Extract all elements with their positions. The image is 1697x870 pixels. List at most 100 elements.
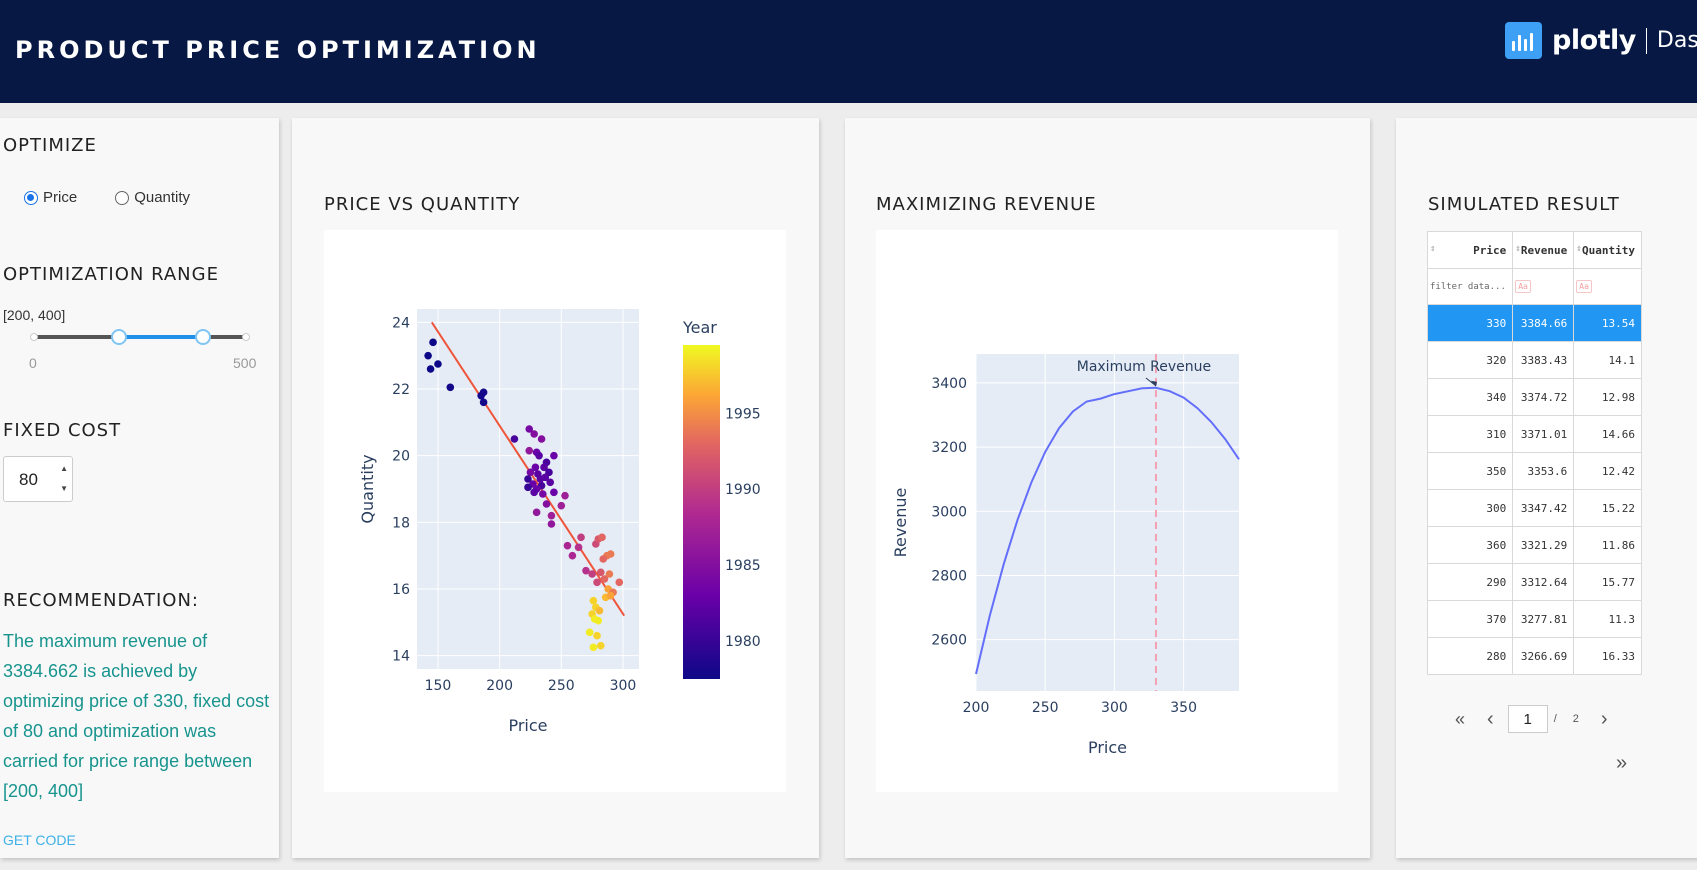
table-cell[interactable]: 3347.42 [1512, 489, 1575, 527]
scatter-point [596, 641, 605, 650]
table-cell[interactable]: 11.86 [1573, 526, 1642, 564]
table-cell[interactable]: 3312.64 [1512, 563, 1575, 601]
sort-icon[interactable]: ⇕ [1576, 243, 1582, 254]
scatter-point [585, 628, 594, 637]
case-toggle[interactable]: Aa [1515, 280, 1531, 293]
table-cell[interactable]: 290 [1426, 563, 1514, 601]
y-tick-label: 22 [392, 382, 410, 398]
scatter-point [546, 478, 554, 487]
radio-quantity-label[interactable]: Quantity [134, 189, 191, 206]
table-row[interactable]: 360 3321.29 11.86 [1426, 526, 1642, 564]
optimize-title: OPTIMIZE [3, 135, 97, 156]
scatter-point [598, 533, 606, 542]
table-cell[interactable]: 360 [1426, 526, 1514, 564]
scatter-point [530, 488, 538, 497]
scatter-point [605, 570, 614, 578]
filter-cell[interactable]: Aa [1573, 268, 1642, 305]
y-tick-label: 3200 [931, 440, 967, 456]
table-cell[interactable]: 15.77 [1573, 563, 1642, 601]
table-row[interactable]: 320 3383.43 14.1 [1426, 341, 1642, 379]
radio-price[interactable] [24, 190, 38, 205]
table-cell[interactable]: 280 [1426, 637, 1514, 675]
table-cell[interactable]: 12.98 [1573, 378, 1642, 416]
table-row[interactable]: 350 3353.6 12.42 [1426, 452, 1642, 490]
scatter-point [434, 360, 442, 368]
fixed-cost-input[interactable]: 80 ▲ ▼ [3, 456, 73, 502]
table-cell[interactable]: 11.3 [1573, 600, 1642, 638]
scatter-point [532, 508, 541, 517]
spin-down-icon[interactable]: ▼ [60, 484, 68, 493]
scatter-point [588, 570, 596, 578]
table-cell[interactable]: 12.42 [1573, 452, 1642, 490]
table-cell[interactable]: 14.66 [1573, 415, 1642, 453]
next-page-button[interactable]: › [1600, 707, 1608, 730]
x-tick-label: 250 [548, 678, 575, 694]
scatter-point [539, 490, 547, 498]
table-cell[interactable]: 15.22 [1573, 489, 1642, 527]
table-row[interactable]: 300 3347.42 15.22 [1426, 489, 1642, 527]
table-cell[interactable]: 14.1 [1573, 341, 1642, 379]
y-tick-label: 3000 [931, 504, 967, 520]
price-vs-quantity-chart[interactable]: 150 200 250 300 14 16 18 20 22 24 Price Quantity Yea… [324, 230, 786, 792]
filter-cell[interactable]: filter data... [1426, 268, 1514, 305]
table-cell[interactable]: 3353.6 [1512, 452, 1575, 490]
table-row[interactable]: 280 3266.69 16.33 [1426, 637, 1642, 675]
scatter-point [568, 551, 577, 560]
table-cell[interactable]: 320 [1426, 341, 1514, 379]
table-row[interactable]: 370 3277.81 11.3 [1426, 600, 1642, 638]
last-page-button[interactable]: » [1616, 752, 1628, 774]
y-axis-title: Quantity [358, 454, 377, 523]
scatter-point [540, 463, 548, 472]
table-cell[interactable]: 13.54 [1573, 304, 1642, 342]
table-cell[interactable]: 16.33 [1573, 637, 1642, 675]
slider-min-label: 0 [29, 355, 37, 371]
radio-price-label[interactable]: Price [43, 189, 78, 206]
slider-handle-high[interactable] [195, 329, 211, 345]
first-page-button[interactable]: « [1455, 708, 1466, 729]
table-cell[interactable]: 310 [1426, 415, 1514, 453]
scatter-point [594, 616, 603, 625]
x-tick-label: 200 [963, 700, 990, 716]
table-cell[interactable]: 3266.69 [1512, 637, 1575, 675]
table-cell[interactable]: 300 [1426, 489, 1514, 527]
table-row[interactable]: 310 3371.01 14.66 [1426, 415, 1642, 453]
table-row[interactable]: 330 3384.66 13.54 [1426, 304, 1642, 342]
column-header-price[interactable]: ⇕ Price [1426, 231, 1514, 269]
table-row[interactable]: 290 3312.64 15.77 [1426, 563, 1642, 601]
brand-logo[interactable]: plotly Dash [1505, 22, 1697, 59]
table-cell[interactable]: 3371.01 [1512, 415, 1575, 453]
table-row[interactable]: 340 3374.72 12.98 [1426, 378, 1642, 416]
table-cell[interactable]: 370 [1426, 600, 1514, 638]
case-toggle[interactable]: Aa [1576, 280, 1592, 293]
filter-cell[interactable]: Aa [1512, 268, 1575, 305]
maximizing-revenue-title: MAXIMIZING REVENUE [876, 194, 1097, 215]
page-input[interactable]: 1 [1507, 705, 1548, 733]
table-cell[interactable]: 3277.81 [1512, 600, 1575, 638]
table-cell[interactable]: 350 [1426, 452, 1514, 490]
annotation-label: Maximum Revenue [1077, 359, 1211, 375]
sort-icon[interactable]: ⇕ [1515, 243, 1521, 254]
scatter-point [524, 475, 532, 483]
table-cell[interactable]: 340 [1426, 378, 1514, 416]
radio-quantity[interactable] [115, 190, 130, 205]
prev-page-button[interactable]: ‹ [1487, 707, 1494, 730]
slider-handle-low[interactable] [111, 329, 127, 345]
maximizing-revenue-chart[interactable]: 200 250 300 350 2600 2800 3000 3200 3400 Maximum … [876, 230, 1338, 792]
scatter-point [589, 643, 598, 652]
x-tick-label: 250 [1032, 700, 1059, 716]
table-cell[interactable]: 330 [1426, 304, 1514, 342]
column-header-quantity[interactable]: ⇕ Quantity [1573, 231, 1642, 269]
column-header-revenue[interactable]: ⇕ Revenue [1512, 231, 1575, 269]
table-cell[interactable]: 3321.29 [1512, 526, 1575, 564]
scatter-point [574, 543, 583, 552]
scatter-point [606, 550, 615, 558]
scatter-point [589, 596, 598, 605]
spin-up-icon[interactable]: ▲ [60, 464, 68, 473]
scatter-point [596, 568, 605, 577]
revenue-line [975, 386, 1240, 675]
sort-icon[interactable]: ⇕ [1430, 243, 1436, 254]
table-cell[interactable]: 3374.72 [1512, 378, 1575, 416]
table-cell[interactable]: 3383.43 [1512, 341, 1575, 379]
get-code-link[interactable]: GET CODE [3, 832, 76, 848]
table-cell[interactable]: 3384.66 [1512, 304, 1575, 342]
